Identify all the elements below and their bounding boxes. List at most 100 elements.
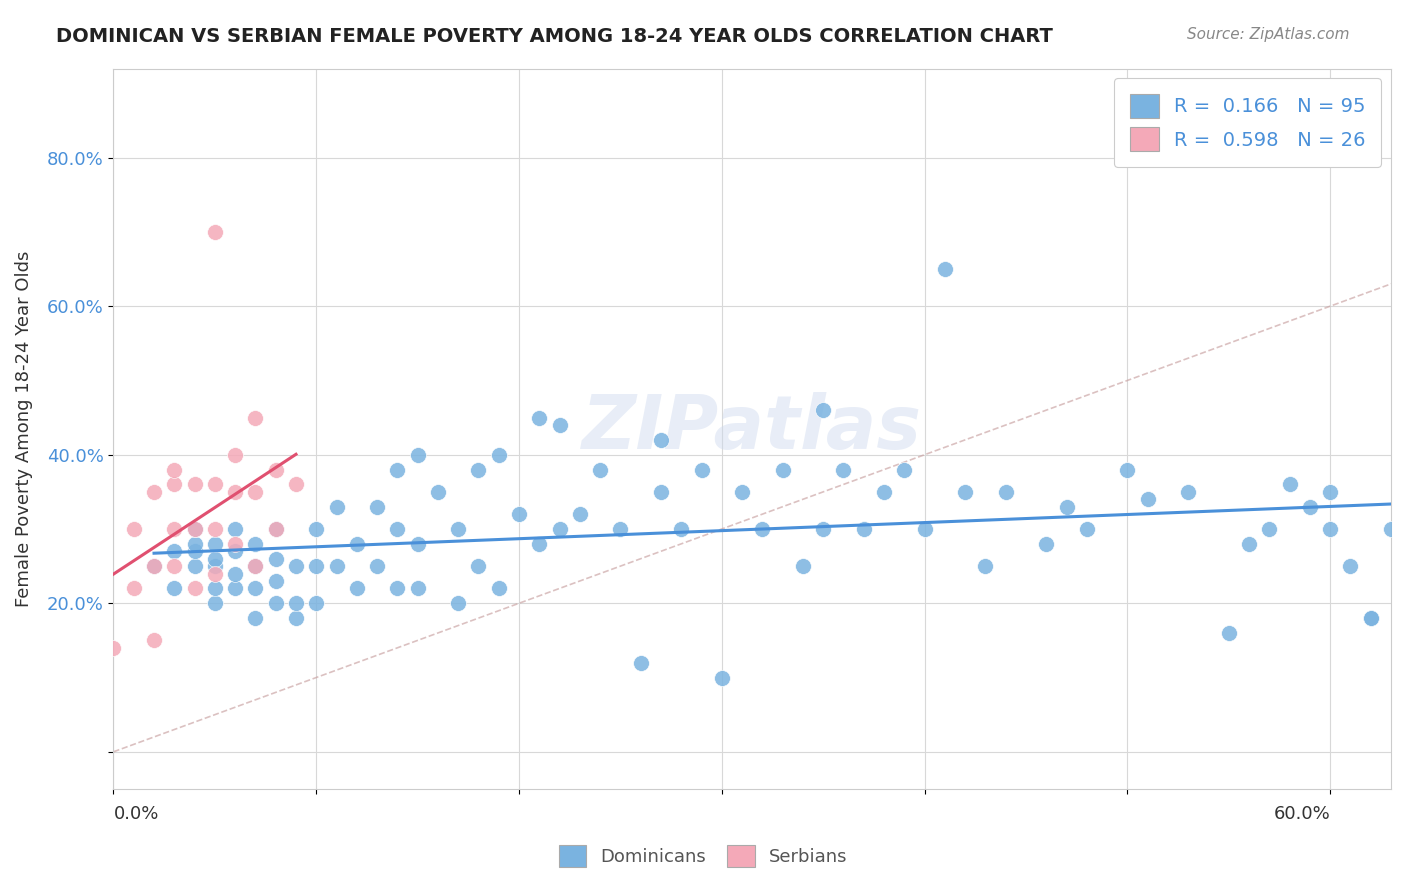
Point (346, 537, 368, 551)
Point (264, 462, 287, 476)
Point (387, 522, 409, 536)
Point (994, 484, 1017, 499)
Point (832, 462, 855, 476)
Point (305, 559, 328, 574)
Point (508, 507, 530, 521)
Point (204, 522, 226, 536)
Point (245, 537, 267, 551)
Point (1379, 522, 1402, 536)
Point (305, 596, 328, 610)
Point (467, 559, 489, 574)
Point (529, 410, 551, 425)
Point (1360, 611, 1382, 625)
Point (1278, 477, 1301, 491)
Point (813, 522, 835, 536)
Text: ZIPatlas: ZIPatlas (582, 392, 922, 466)
Point (488, 448, 510, 462)
Point (224, 544, 246, 558)
Point (204, 477, 226, 491)
Point (974, 559, 997, 574)
Point (143, 559, 166, 574)
Point (183, 477, 205, 491)
Point (1360, 611, 1382, 625)
Legend: R =  0.166   N = 95, R =  0.598   N = 26: R = 0.166 N = 95, R = 0.598 N = 26 (1114, 78, 1381, 167)
Point (204, 551, 226, 566)
Point (1339, 559, 1361, 574)
Point (751, 522, 773, 536)
Point (548, 522, 571, 536)
Point (143, 484, 166, 499)
Point (873, 484, 896, 499)
Point (163, 477, 186, 491)
Point (183, 544, 205, 558)
Point (893, 462, 915, 476)
Point (264, 574, 287, 588)
Point (690, 462, 713, 476)
Point (1136, 492, 1159, 507)
Point (1218, 626, 1240, 640)
Point (264, 551, 287, 566)
Point (387, 462, 409, 476)
Point (406, 537, 429, 551)
Point (285, 596, 308, 610)
Point (467, 462, 489, 476)
Point (731, 484, 754, 499)
Point (630, 656, 652, 670)
Point (1076, 522, 1098, 536)
Point (426, 484, 449, 499)
Point (934, 262, 956, 277)
Text: 0.0%: 0.0% (114, 805, 159, 823)
Point (1035, 537, 1057, 551)
Point (163, 544, 186, 558)
Point (772, 462, 794, 476)
Point (710, 671, 733, 685)
Point (1116, 462, 1139, 476)
Point (204, 559, 226, 574)
Point (548, 417, 571, 432)
Point (1056, 500, 1078, 514)
Point (447, 522, 470, 536)
Point (406, 448, 429, 462)
Point (650, 433, 672, 447)
Point (245, 484, 267, 499)
Point (325, 500, 347, 514)
Point (406, 582, 429, 596)
Text: DOMINICAN VS SERBIAN FEMALE POVERTY AMONG 18-24 YEAR OLDS CORRELATION CHART: DOMINICAN VS SERBIAN FEMALE POVERTY AMON… (56, 27, 1053, 45)
Point (609, 522, 631, 536)
Point (224, 448, 246, 462)
Point (1299, 500, 1322, 514)
Point (1319, 522, 1341, 536)
Point (447, 596, 470, 610)
Point (183, 537, 205, 551)
Point (650, 484, 672, 499)
Point (224, 582, 246, 596)
Point (387, 582, 409, 596)
Point (953, 484, 976, 499)
Point (245, 559, 267, 574)
Point (285, 477, 308, 491)
Point (792, 559, 814, 574)
Point (1177, 484, 1199, 499)
Point (1258, 522, 1281, 536)
Point (488, 582, 510, 596)
Point (204, 582, 226, 596)
Point (143, 633, 166, 648)
Y-axis label: Female Poverty Among 18-24 Year Olds: Female Poverty Among 18-24 Year Olds (15, 251, 32, 607)
Point (224, 522, 246, 536)
Point (163, 522, 186, 536)
Point (346, 582, 368, 596)
Point (285, 611, 308, 625)
Point (103, 640, 125, 655)
Point (671, 522, 693, 536)
Point (1237, 537, 1260, 551)
Point (285, 559, 308, 574)
Point (183, 582, 205, 596)
Point (325, 559, 347, 574)
Point (163, 462, 186, 476)
Point (224, 566, 246, 581)
Point (163, 559, 186, 574)
Point (204, 537, 226, 551)
Point (183, 522, 205, 536)
Point (264, 596, 287, 610)
Point (589, 462, 612, 476)
